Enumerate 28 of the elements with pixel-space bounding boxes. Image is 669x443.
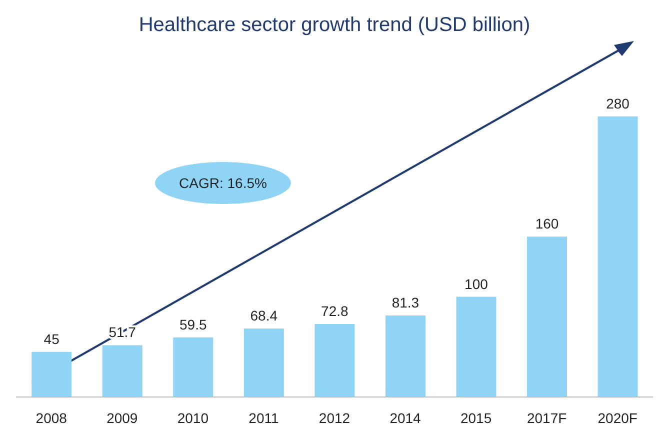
annotation: CAGR: 16.5% (179, 175, 267, 191)
x-tick-label: 2014 (390, 410, 422, 426)
x-tick-label: 2011 (248, 410, 279, 426)
bar (456, 296, 496, 397)
data-label: 280 (606, 95, 630, 112)
bar (527, 236, 568, 397)
bar (244, 328, 284, 397)
bar (32, 352, 72, 397)
data-label: 100 (464, 276, 488, 292)
x-tick-label: 2012 (318, 410, 350, 426)
data-label: 81.3 (392, 294, 420, 311)
data-label: 68.4 (250, 307, 278, 324)
data-label: 59.5 (180, 316, 207, 332)
x-tick-label: 2009 (106, 410, 138, 426)
bar (385, 316, 426, 397)
x-tick-label: 2020F (598, 410, 638, 426)
bar (173, 337, 214, 397)
bar (598, 116, 638, 397)
data-label: 160 (535, 216, 559, 232)
bar (102, 345, 142, 397)
x-tick-label: 2017F (526, 410, 567, 426)
x-tick-label: 2008 (36, 410, 68, 426)
x-tick-label: 2010 (177, 410, 209, 426)
data-label: 72.8 (321, 303, 349, 320)
data-label: 45 (44, 330, 60, 347)
x-tick-label: 2015 (460, 410, 492, 426)
bar (314, 324, 355, 397)
chart-title: Healthcare sector growth trend (USD billion) (138, 14, 532, 37)
